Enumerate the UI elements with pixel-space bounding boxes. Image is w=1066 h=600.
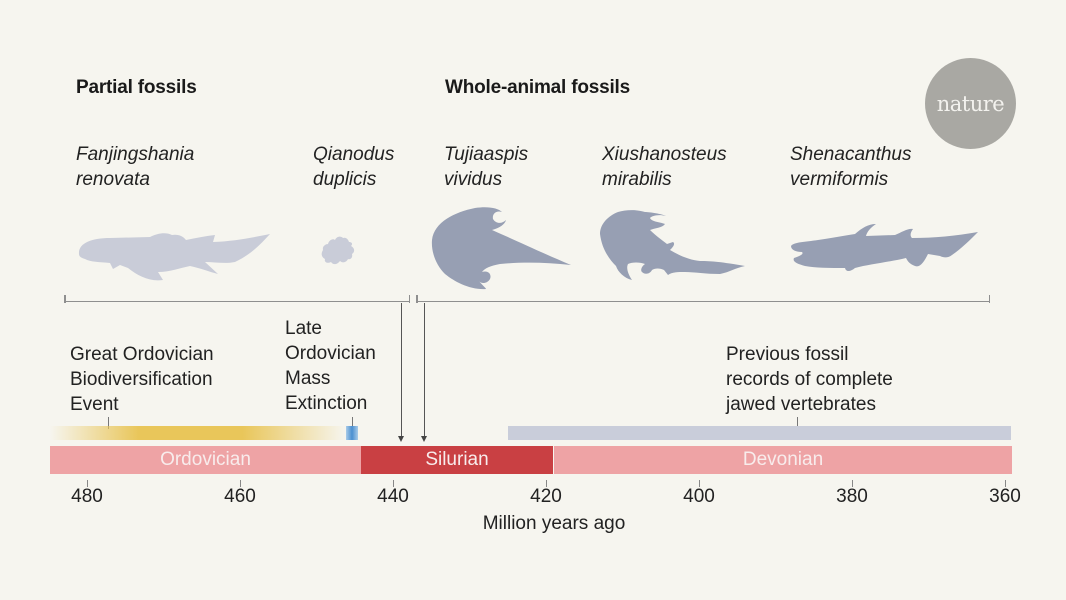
qianodus-silhouette-icon (321, 236, 355, 265)
period-label: Devonian (742, 449, 824, 470)
species-genus: Qianodus (313, 144, 395, 165)
tick-mark (87, 480, 88, 487)
fanjingshania-silhouette-icon (78, 233, 270, 281)
leader-gobe (108, 417, 109, 429)
heading-whole-animal-fossils: Whole-animal fossils (445, 77, 630, 98)
tick-label: 440 (377, 486, 409, 507)
tick-label: 420 (530, 486, 562, 507)
nature-logo: nature (925, 58, 1016, 149)
annotation-line: Extinction (285, 393, 368, 414)
shenacanthus-silhouette-icon (791, 224, 978, 271)
species-label-tujiaaspis: Tujiaaspis vividus (444, 142, 528, 192)
tick-label: 480 (71, 486, 103, 507)
lome-bar (346, 426, 358, 440)
species-genus: Shenacanthus (790, 144, 912, 165)
species-epithet: vermiformis (790, 169, 889, 190)
tick-mark (699, 480, 700, 487)
annotation-lome: Late Ordovician Mass Extinction (285, 316, 376, 416)
tick-label: 400 (683, 486, 715, 507)
tick-label: 460 (224, 486, 256, 507)
x-axis-title: Million years ago (482, 513, 626, 534)
logo-text: nature (936, 91, 1005, 116)
tick-mark (852, 480, 853, 487)
species-label-xiushanosteus: Xiushanosteus mirabilis (602, 142, 727, 192)
tick-mark (1005, 480, 1006, 487)
species-genus: Fanjingshania (76, 144, 195, 165)
annotation-line: Great Ordovician (70, 344, 214, 365)
annotation-line: records of complete (726, 369, 893, 390)
species-genus: Tujiaaspis (444, 144, 529, 165)
leader-previous (797, 417, 798, 429)
species-epithet: renovata (76, 169, 150, 190)
period-devonian: Devonian (554, 446, 1012, 474)
tick-mark (240, 480, 241, 487)
species-epithet: mirabilis (602, 169, 672, 190)
period-label: Ordovician (160, 449, 251, 470)
tick-label: 360 (989, 486, 1021, 507)
annotation-line: Mass (285, 368, 331, 389)
tujiaaspis-silhouette-icon (431, 207, 571, 290)
leader-lome (352, 417, 353, 429)
annotation-gobe: Great Ordovician Biodiversification Even… (70, 342, 214, 417)
period-label: Silurian (425, 449, 489, 470)
tick-label: 380 (836, 486, 868, 507)
annotation-line: Late (285, 318, 322, 339)
species-epithet: vividus (444, 169, 503, 190)
arrow-whole-fossils-date-icon (421, 303, 427, 442)
annotation-previous-records: Previous fossil records of complete jawe… (726, 342, 893, 417)
annotation-line: jawed vertebrates (726, 394, 876, 415)
period-silurian: Silurian (361, 446, 553, 474)
tick-mark (393, 480, 394, 487)
period-ordovician: Ordovician (50, 446, 361, 474)
fossil-silhouettes (78, 207, 978, 290)
tick-mark (546, 480, 547, 487)
species-epithet: duplicis (313, 169, 377, 190)
species-label-qianodus: Qianodus duplicis (313, 142, 394, 192)
previous-records-bar (508, 426, 1011, 440)
xiushanosteus-silhouette-icon (600, 210, 745, 280)
gobe-bar (50, 426, 346, 440)
bracket-partial-fossils (64, 294, 410, 303)
heading-partial-fossils: Partial fossils (76, 77, 197, 98)
annotation-line: Biodiversification (70, 369, 213, 390)
annotation-line: Ordovician (285, 343, 376, 364)
species-label-shenacanthus: Shenacanthus vermiformis (790, 142, 912, 192)
arrow-partial-fossils-date-icon (398, 303, 404, 442)
annotation-line: Previous fossil (726, 344, 849, 365)
species-label-fanjingshania: Fanjingshania renovata (76, 142, 194, 192)
bracket-whole-animal-fossils (416, 294, 990, 303)
species-genus: Xiushanosteus (602, 144, 727, 165)
annotation-line: Event (70, 394, 119, 415)
